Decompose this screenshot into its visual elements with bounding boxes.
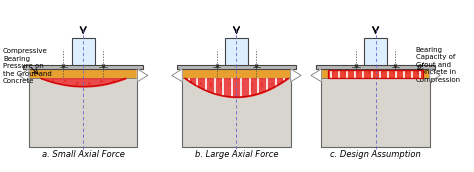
Bar <box>321 69 430 78</box>
Bar <box>328 70 423 78</box>
Bar <box>365 38 387 65</box>
Text: a. Small Axial Force: a. Small Axial Force <box>42 150 125 159</box>
Polygon shape <box>18 69 29 82</box>
Bar <box>29 69 137 147</box>
Bar <box>225 38 248 65</box>
Polygon shape <box>311 69 321 82</box>
Polygon shape <box>172 69 182 82</box>
Bar <box>316 65 436 69</box>
Text: Compressive
Bearing
Pressure on
the Grout and
Concrete: Compressive Bearing Pressure on the Grou… <box>3 49 52 84</box>
Bar <box>23 65 143 69</box>
Text: c. Design Assumption: c. Design Assumption <box>330 150 421 159</box>
Bar <box>321 69 430 147</box>
Bar <box>182 69 291 147</box>
Bar <box>72 38 94 65</box>
Bar <box>29 69 137 78</box>
Bar <box>177 65 296 69</box>
Polygon shape <box>137 69 148 82</box>
Polygon shape <box>430 69 440 82</box>
Bar <box>182 69 291 78</box>
Polygon shape <box>291 69 301 82</box>
Text: Bearing
Capacity of
Grout and
Concrete in
Compression: Bearing Capacity of Grout and Concrete i… <box>416 47 461 83</box>
Text: b. Large Axial Force: b. Large Axial Force <box>195 150 278 159</box>
Bar <box>328 70 423 78</box>
